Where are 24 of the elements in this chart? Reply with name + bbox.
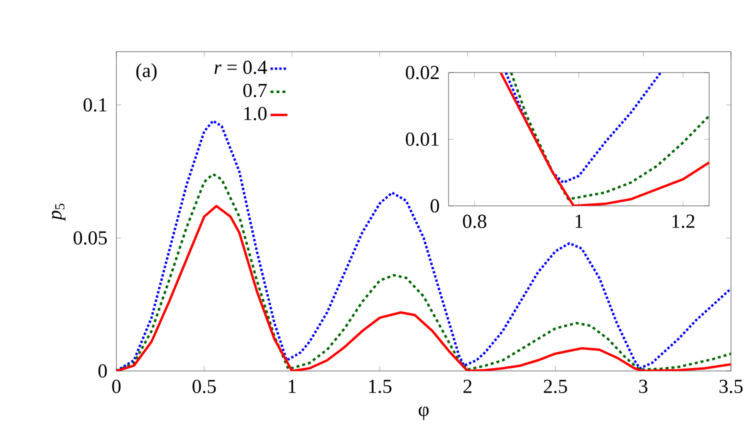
y-axis-title: p$_{5}$ (52, 204, 66, 222)
x-tick-label: 3 (639, 380, 648, 394)
y-tick-label: 0.02 (406, 66, 439, 80)
x-tick-label: 2 (464, 380, 472, 394)
x-tick-label: 3.5 (720, 380, 743, 394)
y-tick-label: 0.05 (74, 231, 107, 245)
y-tick-label: 0.01 (406, 132, 439, 146)
legend-label: 0.7 (243, 84, 267, 98)
y-tick-label: 0.1 (84, 98, 106, 112)
legend-label: r = 0.4 (214, 60, 268, 74)
legend-label: 1.0 (244, 107, 267, 121)
y-tick-label: 0 (430, 199, 440, 213)
x-tick-label: 0.8 (462, 214, 486, 228)
x-tick-label: 1.5 (369, 380, 392, 394)
x-tick-label: 0 (112, 380, 121, 394)
y-tick-label: 0 (98, 364, 107, 378)
x-tick-label: 0.5 (192, 380, 216, 394)
line-series (116, 173, 732, 372)
x-tick-label: 1.2 (672, 214, 694, 228)
annotation: (a) (136, 64, 157, 82)
x-tick-label: 2.5 (544, 380, 568, 394)
x-tick-label: 1 (288, 380, 296, 394)
x-tick-label: 1 (576, 214, 583, 228)
x-axis-title: φ (418, 406, 429, 420)
